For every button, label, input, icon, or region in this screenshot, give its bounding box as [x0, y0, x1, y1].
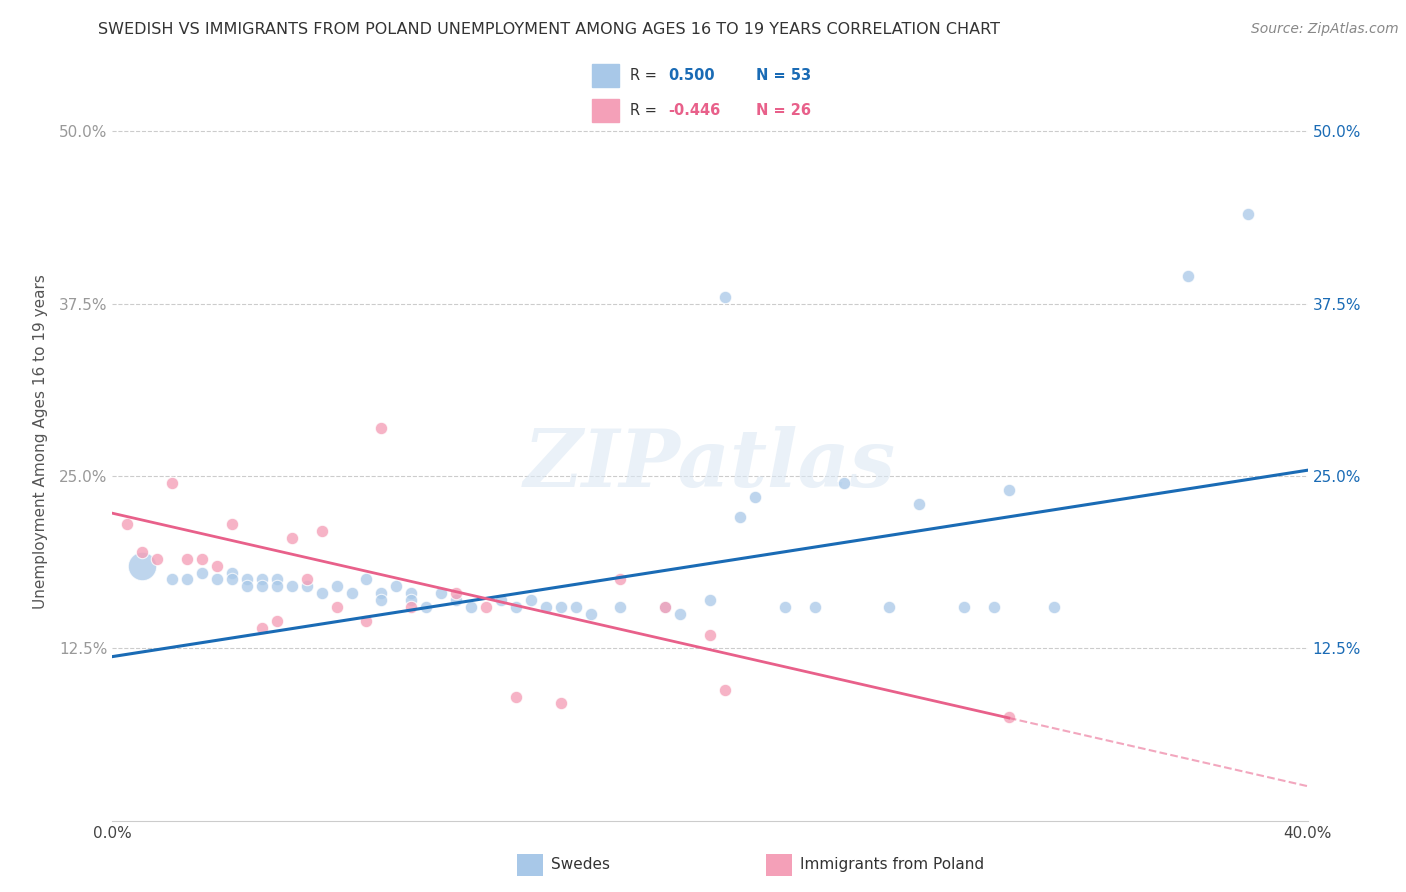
- Text: SWEDISH VS IMMIGRANTS FROM POLAND UNEMPLOYMENT AMONG AGES 16 TO 19 YEARS CORRELA: SWEDISH VS IMMIGRANTS FROM POLAND UNEMPL…: [98, 22, 1001, 37]
- Point: [803, 599, 825, 614]
- Point: [953, 599, 976, 614]
- Y-axis label: Unemployment Among Ages 16 to 19 years: Unemployment Among Ages 16 to 19 years: [32, 274, 48, 609]
- Point: [221, 517, 243, 532]
- Point: [489, 593, 512, 607]
- Point: [250, 621, 273, 635]
- Point: [1042, 599, 1064, 614]
- Point: [444, 593, 467, 607]
- Point: [266, 579, 288, 593]
- Point: [236, 579, 259, 593]
- Point: [131, 558, 153, 573]
- Text: N = 26: N = 26: [756, 103, 811, 118]
- Point: [998, 483, 1021, 497]
- Text: -0.446: -0.446: [668, 103, 721, 118]
- Point: [505, 599, 527, 614]
- Point: [191, 551, 214, 566]
- Point: [834, 475, 856, 490]
- Point: [699, 627, 721, 641]
- Text: N = 53: N = 53: [756, 68, 811, 83]
- Point: [714, 682, 737, 697]
- Point: [998, 710, 1021, 724]
- Point: [444, 586, 467, 600]
- Point: [221, 573, 243, 587]
- Point: [205, 558, 228, 573]
- Point: [550, 697, 572, 711]
- Point: [176, 551, 198, 566]
- Point: [579, 607, 602, 621]
- Point: [505, 690, 527, 704]
- Point: [250, 573, 273, 587]
- Point: [744, 490, 766, 504]
- Point: [250, 579, 273, 593]
- Point: [699, 593, 721, 607]
- Point: [176, 573, 198, 587]
- Bar: [592, 63, 619, 87]
- Point: [609, 599, 631, 614]
- Point: [654, 599, 676, 614]
- Point: [356, 614, 378, 628]
- Point: [714, 290, 737, 304]
- Point: [191, 566, 214, 580]
- Text: 0.500: 0.500: [668, 68, 716, 83]
- Point: [564, 599, 586, 614]
- Point: [415, 599, 437, 614]
- Point: [475, 599, 498, 614]
- Point: [983, 599, 1005, 614]
- Text: R =: R =: [630, 103, 657, 118]
- Point: [281, 531, 304, 545]
- Point: [162, 573, 183, 587]
- Point: [460, 599, 482, 614]
- Point: [281, 579, 304, 593]
- Text: Source: ZipAtlas.com: Source: ZipAtlas.com: [1251, 22, 1399, 37]
- Point: [609, 573, 631, 587]
- Point: [385, 579, 408, 593]
- Point: [430, 586, 453, 600]
- Point: [162, 475, 183, 490]
- Point: [295, 579, 318, 593]
- Point: [370, 421, 392, 435]
- Point: [325, 579, 347, 593]
- Point: [236, 573, 259, 587]
- Point: [879, 599, 901, 614]
- Point: [146, 551, 169, 566]
- Point: [340, 586, 363, 600]
- Point: [325, 599, 347, 614]
- Point: [311, 586, 333, 600]
- Point: [370, 593, 392, 607]
- Point: [669, 607, 692, 621]
- Point: [295, 573, 318, 587]
- Point: [1237, 207, 1260, 221]
- Point: [534, 599, 557, 614]
- Point: [370, 586, 392, 600]
- Text: R =: R =: [630, 68, 657, 83]
- Point: [728, 510, 751, 524]
- Point: [401, 586, 423, 600]
- Point: [131, 545, 153, 559]
- Point: [311, 524, 333, 538]
- Point: [356, 573, 378, 587]
- Point: [401, 593, 423, 607]
- Point: [205, 573, 228, 587]
- Point: [908, 497, 931, 511]
- Bar: [592, 99, 619, 122]
- Point: [1177, 269, 1199, 284]
- Point: [266, 614, 288, 628]
- Point: [520, 593, 543, 607]
- Point: [550, 599, 572, 614]
- Point: [654, 599, 676, 614]
- Point: [773, 599, 796, 614]
- Point: [117, 517, 139, 532]
- Text: ZIPatlas: ZIPatlas: [524, 425, 896, 503]
- Text: Swedes: Swedes: [551, 857, 610, 872]
- Point: [266, 573, 288, 587]
- Point: [221, 566, 243, 580]
- Point: [401, 599, 423, 614]
- Text: Immigrants from Poland: Immigrants from Poland: [800, 857, 984, 872]
